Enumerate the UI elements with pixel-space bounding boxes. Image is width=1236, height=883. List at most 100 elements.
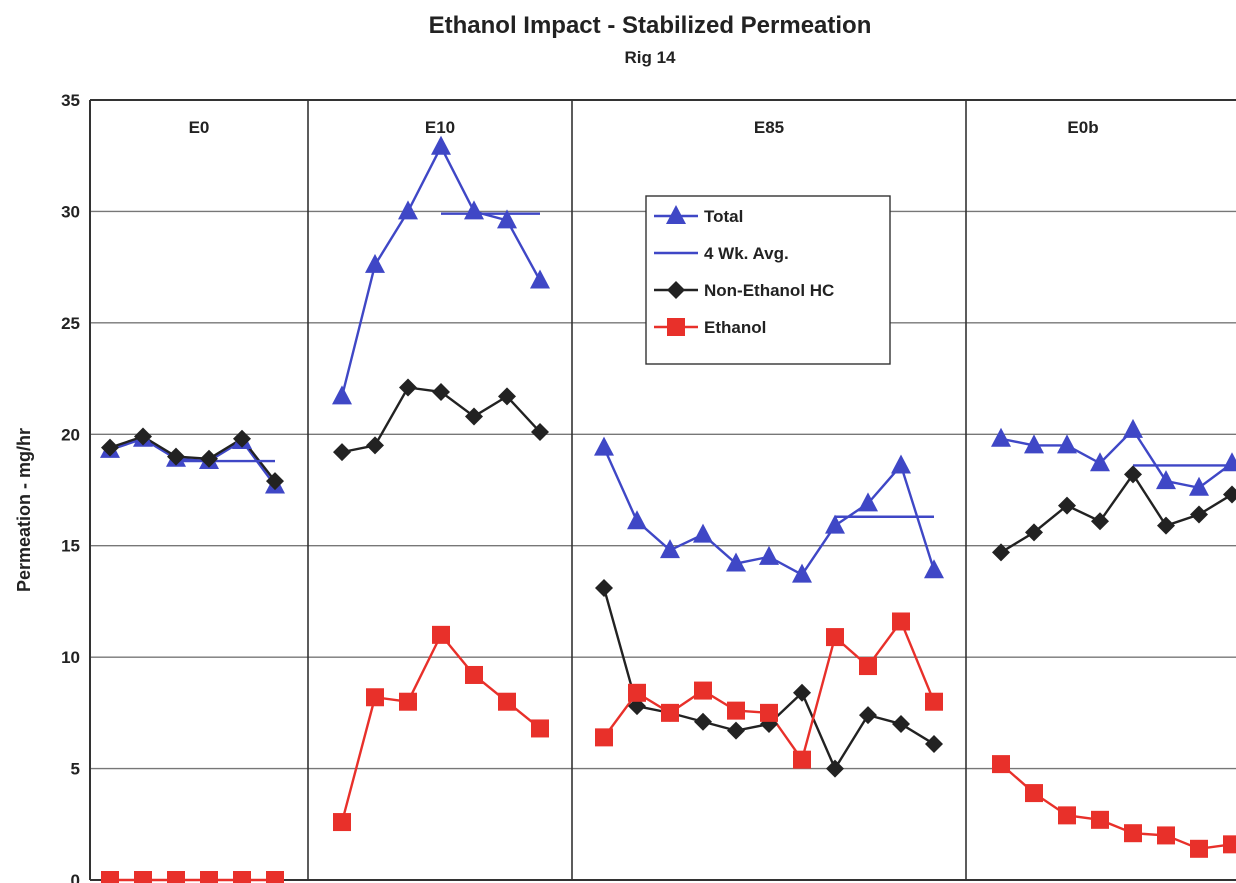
ethanol-point [727, 701, 745, 720]
y-tick-label: 10 [61, 648, 80, 667]
total-point [332, 385, 352, 405]
non-ethanol-hc-point [432, 382, 450, 401]
panel-label-e0b: E0b [1067, 118, 1098, 137]
non-ethanol-hc-point [1058, 496, 1076, 515]
non-ethanol-hc-point [101, 438, 119, 457]
total-point [627, 510, 647, 530]
ethanol-point [333, 813, 351, 832]
non-ethanol-hc-point [859, 706, 877, 725]
panel-label-e10: E10 [425, 118, 455, 137]
ethanol-point [859, 657, 877, 676]
total-point [1024, 434, 1044, 454]
ethanol-point [1124, 824, 1142, 843]
non-ethanol-hc-point [200, 449, 218, 468]
non-ethanol-hc-point [694, 712, 712, 731]
ethanol-point [760, 703, 778, 722]
ethanol-point [1157, 826, 1175, 845]
ethanol-line [1000, 763, 1233, 851]
legend-label: Non-Ethanol HC [704, 281, 834, 300]
ethanol-point [595, 728, 613, 747]
total-point [693, 523, 713, 543]
ethanol-point [432, 625, 450, 644]
total-point [464, 200, 484, 220]
ethanol-point [531, 719, 549, 738]
ethanol-point [134, 871, 152, 883]
non-ethanol-hc-point [892, 715, 910, 733]
legend-marker [667, 281, 685, 299]
legend-label: Ethanol [704, 318, 766, 337]
non-ethanol-hc-point [1223, 485, 1236, 504]
non-ethanol-hc-point [1091, 512, 1109, 531]
legend-box [645, 195, 891, 365]
total-point [497, 209, 517, 229]
ethanol-point [1058, 806, 1076, 825]
total-point [660, 539, 680, 559]
ethanol-point [793, 750, 811, 769]
non-ethanol-hc-point [498, 387, 516, 406]
chart-subtitle: Rig 14 [624, 48, 676, 67]
total-point [1222, 452, 1236, 472]
ethanol-point [1025, 784, 1043, 803]
non-ethanol-hc-point [399, 378, 417, 397]
ethanol-point [694, 681, 712, 700]
non-ethanol-hc-point [366, 436, 384, 455]
total-point [792, 563, 812, 583]
non-ethanol-hc-point [826, 759, 844, 778]
y-axis-label: Permeation - mg/hr [14, 428, 34, 592]
panel-label-e0: E0 [189, 118, 210, 137]
panel-label-e85: E85 [754, 118, 784, 137]
total-point [1057, 434, 1077, 454]
non-ethanol-hc-point [465, 407, 483, 426]
ethanol-point [233, 871, 251, 883]
non-ethanol-hc-point [233, 429, 251, 448]
total-point [1189, 476, 1209, 496]
non-ethanol-hc-point [1025, 523, 1043, 542]
total-point [530, 269, 550, 289]
total-point [726, 552, 746, 572]
total-point [1156, 470, 1176, 490]
total-point [398, 200, 418, 220]
y-tick-label: 0 [71, 871, 80, 883]
ethanol-point [1091, 810, 1109, 829]
non-ethanol-hc-point [793, 683, 811, 702]
ethanol-point [992, 755, 1010, 774]
ethanol-point [1223, 835, 1236, 854]
ethanol-point [925, 692, 943, 711]
legend-marker [667, 318, 685, 336]
ethanol-point [892, 612, 910, 631]
total-point [594, 436, 614, 456]
total-point [891, 454, 911, 474]
y-tick-label: 5 [71, 760, 80, 779]
chart-title: Ethanol Impact - Stabilized Permeation [428, 12, 872, 39]
ethanol-point [465, 665, 483, 684]
total-point [991, 427, 1011, 447]
ethanol-point [167, 871, 185, 883]
non-ethanol-hc-point [266, 472, 284, 491]
legend-marker [666, 205, 686, 224]
ethanol-point [101, 871, 119, 883]
ethanol-point [498, 692, 516, 711]
total-point [365, 253, 385, 273]
y-tick-label: 30 [61, 202, 80, 221]
non-ethanol-hc-point [167, 447, 185, 466]
non-ethanol-hc-point [1190, 505, 1208, 524]
total-point [431, 135, 451, 155]
total-point [759, 545, 779, 565]
total-point [924, 559, 944, 579]
non-ethanol-hc-line [109, 435, 276, 482]
ethanol-point [661, 703, 679, 722]
ethanol-line [340, 632, 541, 823]
non-ethanol-hc-point [1157, 516, 1175, 535]
ethanol-point [266, 871, 284, 883]
non-ethanol-hc-point [992, 543, 1010, 562]
y-tick-label: 25 [61, 314, 80, 333]
legend-label: 4 Wk. Avg. [704, 244, 789, 263]
ethanol-point [628, 683, 646, 702]
legend-label: Total [704, 207, 743, 226]
non-ethanol-hc-point [727, 721, 745, 740]
ethanol-point [399, 692, 417, 711]
total-point [858, 492, 878, 512]
non-ethanol-hc-point [333, 443, 351, 462]
y-tick-label: 20 [61, 425, 80, 444]
total-point [825, 514, 845, 534]
